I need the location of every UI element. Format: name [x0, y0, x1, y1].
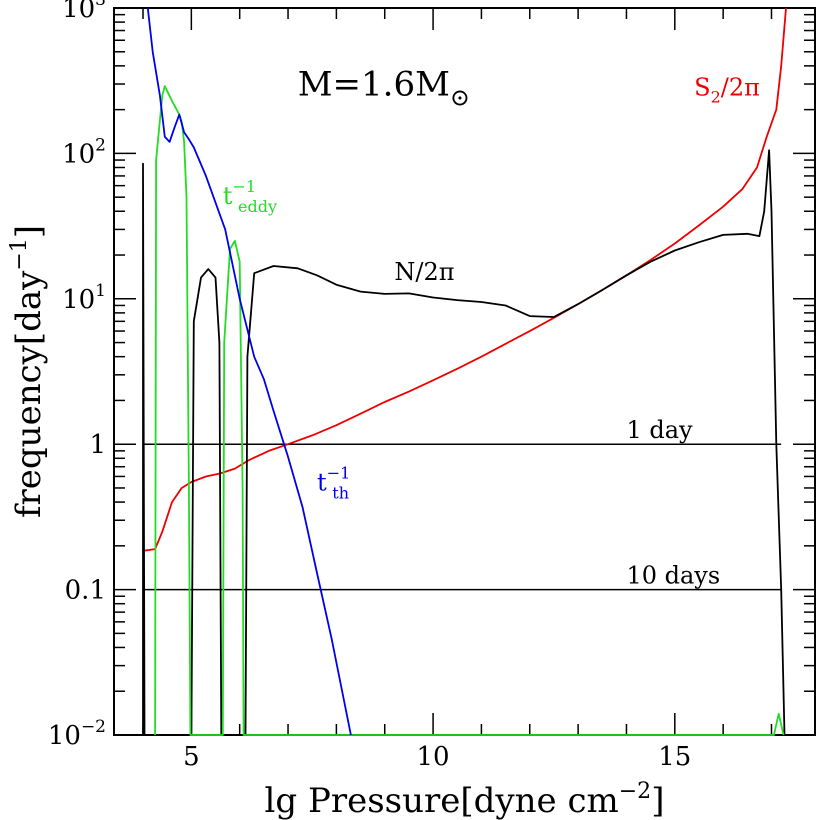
mass-annotation: M=1.6M⊙ [298, 65, 470, 112]
series-line-S2 [142, 7, 787, 552]
y-tick-label: 102 [62, 135, 106, 169]
reference-lines: 1 day 10 days [143, 416, 782, 591]
series-line-N [142, 149, 786, 736]
series-line-t_eddy [154, 85, 785, 736]
x-axis-title: lg Pressure[dyne cm−2] [265, 779, 665, 820]
y-tick-label: 101 [62, 281, 106, 315]
x-tick-label: 5 [183, 742, 200, 772]
reference-line-label: 10 days [626, 562, 720, 590]
series-label-S2: S2/2π [694, 74, 760, 107]
series-label-t_th: t−1 th [317, 464, 350, 503]
y-tick-label: 0.1 [65, 576, 106, 606]
axis-ticks [114, 8, 815, 736]
series-label-N: N/2π [394, 258, 454, 286]
series-line-t_th [146, 7, 352, 736]
reference-line-label: 1 day [626, 416, 693, 444]
y-tick-label: 103 [62, 0, 106, 24]
series-label-t_eddy: t−1 eddy [223, 177, 277, 216]
tick-labels: 5 10 15 10−2 0.1 1 101 102 103 [48, 0, 692, 772]
y-axis-title: frequency[day−1] [7, 225, 49, 518]
series-layer: S2/2π N/2π t−1 eddy t−1 th [142, 7, 787, 736]
y-tick-label: 10−2 [48, 717, 106, 751]
y-tick-label: 1 [89, 430, 106, 460]
x-tick-label: 10 [417, 742, 450, 772]
x-tick-label: 15 [658, 742, 691, 772]
